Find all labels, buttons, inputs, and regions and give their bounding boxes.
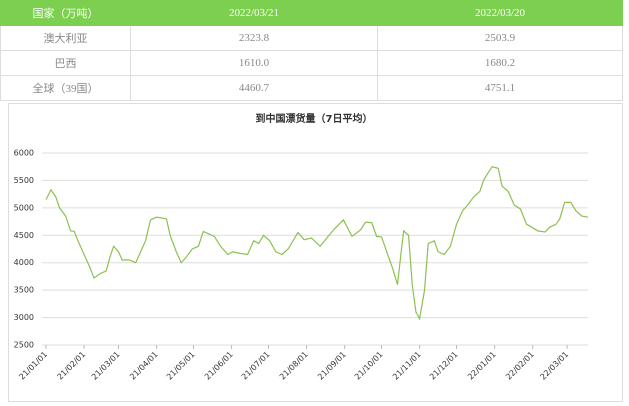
x-tick-label: 21/06/01: [203, 350, 235, 382]
cell: 4460.7: [130, 75, 378, 101]
x-tick-label: 21/05/01: [165, 350, 197, 382]
x-tick-label: 21/03/01: [90, 350, 122, 382]
y-tick-label: 4500: [14, 231, 34, 240]
x-tick-label: 21/01/01: [17, 350, 49, 382]
row: 巴西 1610.0 1680.2: [0, 50, 623, 76]
header-cell: 国家（万吨）: [0, 0, 131, 26]
x-tick-label: 21/09/01: [316, 350, 348, 382]
x-tick-label: 21/02/01: [56, 350, 88, 382]
x-tick-label: 21/04/01: [128, 350, 160, 382]
row: 全球（39国） 4460.7 4751.1: [0, 75, 623, 101]
cell: 1610.0: [130, 50, 378, 76]
y-tick-label: 5500: [14, 176, 34, 185]
x-tick-label: 21/07/01: [240, 350, 272, 382]
y-tick-label: 5000: [14, 203, 34, 212]
y-tick-label: 3500: [14, 286, 34, 295]
y-tick-label: 3000: [14, 313, 34, 322]
cell: 1680.2: [377, 50, 623, 76]
cell: 全球（39国）: [0, 75, 131, 101]
cell: 2323.8: [130, 25, 378, 51]
data-table: 国家（万吨） 2022/03/21 2022/03/20 澳大利亚 2323.8 250…: [0, 0, 623, 101]
y-tick-label: 6000: [14, 149, 34, 158]
line: [45, 166, 589, 321]
x-tick-label: 21/12/01: [428, 350, 460, 382]
x-tick-label: 22/02/01: [504, 350, 536, 382]
chart-title: 到中国漂货量（7日平均）: [256, 112, 373, 125]
cell: 4751.1: [377, 75, 623, 101]
y-tick-label: 4000: [14, 258, 34, 267]
x-tick-label: 21/10/01: [353, 350, 385, 382]
cell: 澳大利亚: [0, 25, 131, 51]
x-tick-label: 21/08/01: [278, 350, 310, 382]
x-tick-label: 22/01/01: [466, 350, 498, 382]
y-tick-label: 2500: [14, 341, 34, 350]
header-row: 国家（万吨） 2022/03/21 2022/03/20: [0, 0, 623, 26]
cell: 2503.9: [377, 25, 623, 51]
x-tick-label: 22/03/01: [539, 350, 571, 382]
x-tick-label: 21/11/01: [391, 350, 423, 382]
chart-frame: [8, 103, 623, 402]
row: 澳大利亚 2323.8 2503.9: [0, 25, 623, 51]
